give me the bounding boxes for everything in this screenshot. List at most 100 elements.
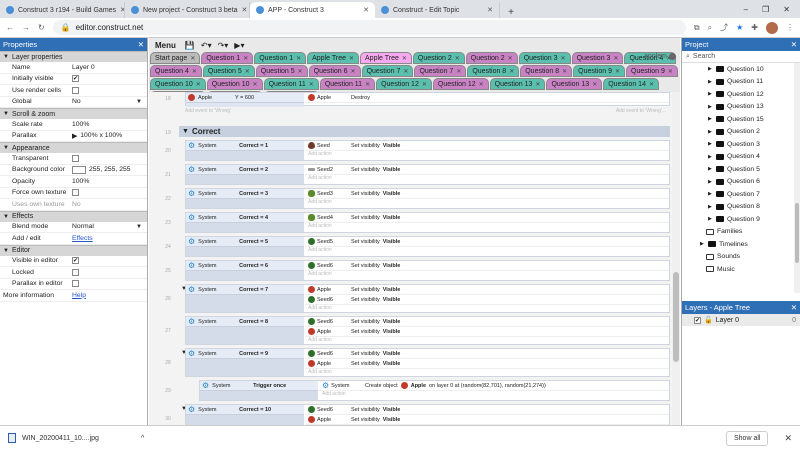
project-tree-item[interactable]: ▶ Question 12 <box>682 88 800 101</box>
save-icon[interactable]: 💾 <box>184 40 195 50</box>
forward-icon[interactable]: → <box>22 23 30 32</box>
project-tree-item[interactable]: ▶ Question 3 <box>682 138 800 151</box>
editor-tab[interactable]: Question 12 ✕ <box>432 78 489 90</box>
close-icon[interactable]: ✕ <box>784 432 792 443</box>
sheet-scrollbar[interactable] <box>672 92 680 425</box>
property-checkbox[interactable] <box>72 268 79 276</box>
property-text[interactable]: 100% x 100% <box>80 132 123 140</box>
expand-arrow-icon[interactable]: ▶ <box>708 66 712 73</box>
action-row[interactable]: Seed5 Set visibility Visible <box>305 237 669 247</box>
event-block[interactable]: ⚙ System Correct = 7 Apple Set visibility Vis… <box>185 284 670 313</box>
property-checkbox[interactable] <box>72 86 79 94</box>
close-icon[interactable]: ✕ <box>614 68 621 75</box>
property-section-header[interactable]: ▼ Appearance <box>0 142 147 153</box>
search-input[interactable]: Search <box>692 53 716 60</box>
condition-row[interactable]: ⚙ System Correct = 1 <box>186 141 304 151</box>
add-action-link[interactable]: Add action <box>308 175 332 181</box>
editor-tab[interactable]: Question 7 ✕ <box>361 65 414 77</box>
editor-tab[interactable]: Question 8 ✕ <box>520 65 573 77</box>
close-icon[interactable]: ✕ <box>241 7 248 14</box>
close-icon[interactable]: ✕ <box>401 55 407 62</box>
close-icon[interactable]: ✕ <box>296 55 302 62</box>
add-action-link[interactable]: Add action <box>308 199 332 205</box>
close-icon[interactable]: ✕ <box>487 7 493 14</box>
condition-row[interactable]: ⚙ System Correct = 6 <box>186 261 304 271</box>
condition-row[interactable]: ⚙ System Correct = 2 <box>186 165 304 175</box>
color-value[interactable]: 255, 255, 255 <box>89 166 131 174</box>
color-swatch[interactable] <box>72 165 86 174</box>
action-row[interactable]: Seed3 Set visibility Visible <box>305 189 669 199</box>
close-icon[interactable]: ✕ <box>562 68 568 75</box>
project-tree-item[interactable]: ▶ Question 5 <box>682 163 800 176</box>
expand-arrow-icon[interactable]: ▶ <box>72 132 78 140</box>
browser-menu-icon[interactable]: ⋮ <box>786 23 794 32</box>
close-icon[interactable]: ✕ <box>244 68 250 75</box>
editor-tab[interactable]: Question 11 ✕ <box>319 78 376 90</box>
event-block[interactable]: ⚙ System Correct = 3 Seed3 Set visibility Vis… <box>185 188 670 209</box>
effects-link[interactable]: Effects <box>72 234 93 242</box>
chevron-down-icon[interactable]: ▼ <box>182 128 189 135</box>
add-action-link[interactable]: Add action <box>308 247 332 253</box>
redo-icon[interactable]: ↷▾ <box>217 40 229 50</box>
event-block[interactable]: ⚙ System Correct = 9 Seed6 Set visibility Vis… <box>185 348 670 377</box>
editor-tab[interactable]: Question 2 ✕ <box>465 52 518 64</box>
window-control-button[interactable]: ✕ <box>783 5 790 14</box>
chevron-up-icon[interactable]: ^ <box>140 434 145 442</box>
action-row[interactable]: Apple Set visibility Visible <box>305 285 669 295</box>
editor-tab[interactable]: Apple Tree ✕ <box>360 52 412 64</box>
property-checkbox[interactable] <box>72 280 79 288</box>
add-event-link[interactable]: Add event to 'Wrong' <box>185 108 232 114</box>
show-all-button[interactable]: Show all <box>725 430 769 446</box>
close-icon[interactable]: ✕ <box>421 81 427 88</box>
property-checkbox[interactable] <box>72 154 79 162</box>
condition-row[interactable]: Apple Y = 600 <box>186 93 304 103</box>
project-scrollbar[interactable] <box>794 63 800 293</box>
editor-tab[interactable]: Question 9 ✕ <box>626 65 678 77</box>
editor-tab[interactable]: Question 11 ✕ <box>263 78 319 90</box>
event-block[interactable]: ⚙ System Correct = 1 Seed Set visibility Visi… <box>185 140 670 161</box>
window-control-button[interactable]: – <box>743 5 749 14</box>
project-tree-item[interactable]: ▶ Question 11 <box>682 76 800 89</box>
property-section-header[interactable]: ▼ Layer properties <box>0 51 147 62</box>
action-row[interactable]: Apple Destroy <box>305 93 669 103</box>
close-icon[interactable]: ✕ <box>454 55 460 62</box>
reload-icon[interactable]: ↻ <box>38 23 45 32</box>
editor-tab[interactable]: Question 4✕ <box>624 52 677 64</box>
event-block[interactable]: ⚙ System Correct = 10 Seed6 Set visibility Vi… <box>185 404 670 425</box>
property-text[interactable]: 100% <box>72 177 90 185</box>
close-icon[interactable]: ✕ <box>190 55 196 62</box>
event-block[interactable]: Apple Y = 600 Apple Destroy <box>185 92 670 107</box>
condition-row[interactable]: ⚙ System Correct = 9 <box>186 349 304 359</box>
close-icon[interactable]: ✕ <box>365 81 371 88</box>
expand-arrow-icon[interactable]: ▶ <box>708 91 712 98</box>
property-select[interactable]: No <box>72 98 81 106</box>
close-icon[interactable]: ✕ <box>456 68 462 75</box>
avatar[interactable] <box>766 21 778 34</box>
event-block[interactable]: ⚙ System Correct = 8 Seed6 Set visibility Vis… <box>185 316 670 345</box>
close-icon[interactable]: ✕ <box>195 81 201 88</box>
close-icon[interactable]: ✕ <box>243 55 249 62</box>
close-icon[interactable]: ✕ <box>308 81 314 88</box>
extensions-icon[interactable]: ✚ <box>751 23 758 32</box>
project-tree-item[interactable]: ▶ Question 8 <box>682 201 800 214</box>
layer-row[interactable]: ✔ 🔓 Layer 0 0 <box>682 314 800 326</box>
editor-tab[interactable]: Question 10 ✕ <box>150 78 206 90</box>
project-tree-item[interactable]: ▶ Question 4 <box>682 151 800 164</box>
editor-tab[interactable]: Question 5 ✕ <box>255 65 308 77</box>
expand-arrow-icon[interactable]: ▶ <box>708 166 712 173</box>
chevron-down-icon[interactable]: ▼ <box>136 223 142 230</box>
add-event-link[interactable]: Add event to 'Wrong'... <box>615 108 666 114</box>
add-action-link[interactable]: Add action <box>308 337 332 343</box>
editor-tab[interactable]: Question 5 ✕ <box>202 65 255 77</box>
chevron-down-icon[interactable]: ▼ <box>136 98 142 105</box>
undo-icon[interactable]: ↶▾ <box>200 40 212 50</box>
expand-arrow-icon[interactable]: ▶ <box>708 116 712 123</box>
add-action-link[interactable]: Add action <box>308 369 332 375</box>
editor-tab[interactable]: Question 13 ✕ <box>546 78 603 90</box>
editor-tab[interactable]: Question 9 ✕ <box>573 65 626 77</box>
project-tree-item[interactable]: ▶ Timelines <box>682 238 800 251</box>
editor-tab[interactable]: Question 7 ✕ <box>414 65 467 77</box>
editor-tab[interactable]: Start page ✕ <box>150 52 201 64</box>
close-icon[interactable]: ✕ <box>507 55 513 62</box>
condition-row[interactable]: ⚙ System Correct = 4 <box>186 213 304 223</box>
